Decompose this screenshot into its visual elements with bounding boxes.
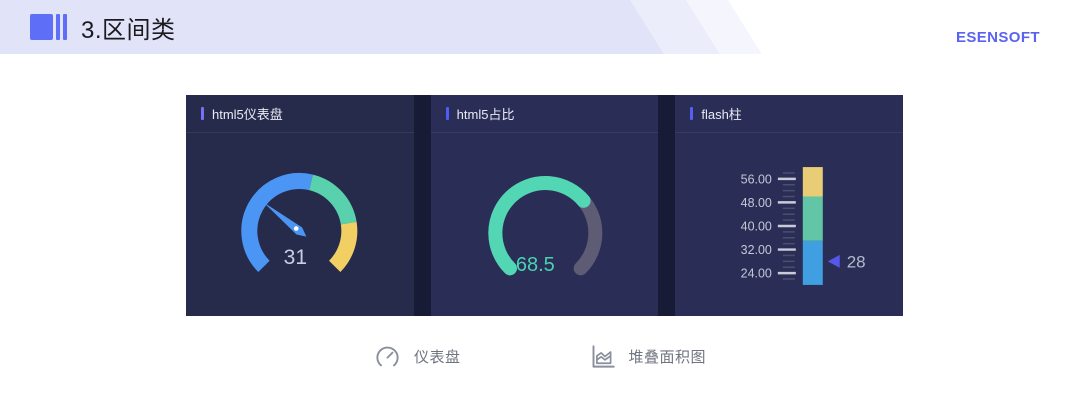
svg-text:48.00: 48.00 bbox=[741, 196, 772, 210]
chart-type-legend: 仪表盘 堆叠面积图 bbox=[0, 343, 1080, 370]
section-marker-icon bbox=[30, 14, 53, 40]
legend-label: 堆叠面积图 bbox=[628, 349, 707, 366]
gauge-icon bbox=[376, 346, 399, 367]
range-bar-chart: 56.00 48.00 40.00 32.00 24.00 28 bbox=[741, 167, 866, 285]
panel-ring: html5占比 68.5 bbox=[430, 95, 659, 316]
panel-accent-bar bbox=[445, 107, 449, 120]
svg-text:31: 31 bbox=[284, 246, 307, 269]
gauge-chart: 31 bbox=[241, 173, 358, 273]
svg-text:32.00: 32.00 bbox=[741, 243, 772, 257]
svg-text:28: 28 bbox=[847, 252, 866, 271]
panel-flash-bar-title: flash柱 bbox=[701, 107, 742, 122]
legend-item-gauge: 仪表盘 bbox=[374, 343, 461, 370]
svg-text:40.00: 40.00 bbox=[741, 219, 772, 233]
legend-item-stacked-area: 堆叠面积图 bbox=[589, 343, 707, 370]
panel-ring-header: html5占比 bbox=[430, 95, 659, 133]
panel-flash-bar-header: flash柱 bbox=[675, 95, 904, 133]
panel-ring-title: html5占比 bbox=[456, 107, 515, 122]
panel-gauge: html5仪表盘 31 bbox=[186, 95, 414, 316]
svg-text:68.5: 68.5 bbox=[516, 254, 555, 276]
brand-logo: ESENSOFT bbox=[955, 29, 1040, 46]
panel-gauge-header: html5仪表盘 bbox=[186, 95, 414, 133]
panel-flash-bar: flash柱 56.00 48.00 40.00 32.00 24.00 28 bbox=[675, 95, 904, 316]
section-marker-bar-icon bbox=[56, 14, 60, 40]
legend-label: 仪表盘 bbox=[413, 349, 461, 366]
header-band: 3.区间类 bbox=[0, 0, 1080, 54]
panel-gauge-title: html5仪表盘 bbox=[212, 107, 283, 122]
panel-accent-bar bbox=[690, 107, 694, 120]
svg-text:24.00: 24.00 bbox=[741, 267, 772, 281]
svg-text:56.00: 56.00 bbox=[741, 172, 772, 186]
dashboard-strip: html5仪表盘 31 html5占比 68.5 flash柱 56.00 48.… bbox=[186, 95, 904, 316]
section-title: 3.区间类 bbox=[81, 16, 176, 44]
panel-accent-bar bbox=[201, 107, 204, 120]
section-marker-bar-icon bbox=[63, 14, 67, 40]
stacked-area-icon bbox=[592, 345, 615, 368]
ring-gauge-chart: 68.5 bbox=[488, 176, 602, 276]
